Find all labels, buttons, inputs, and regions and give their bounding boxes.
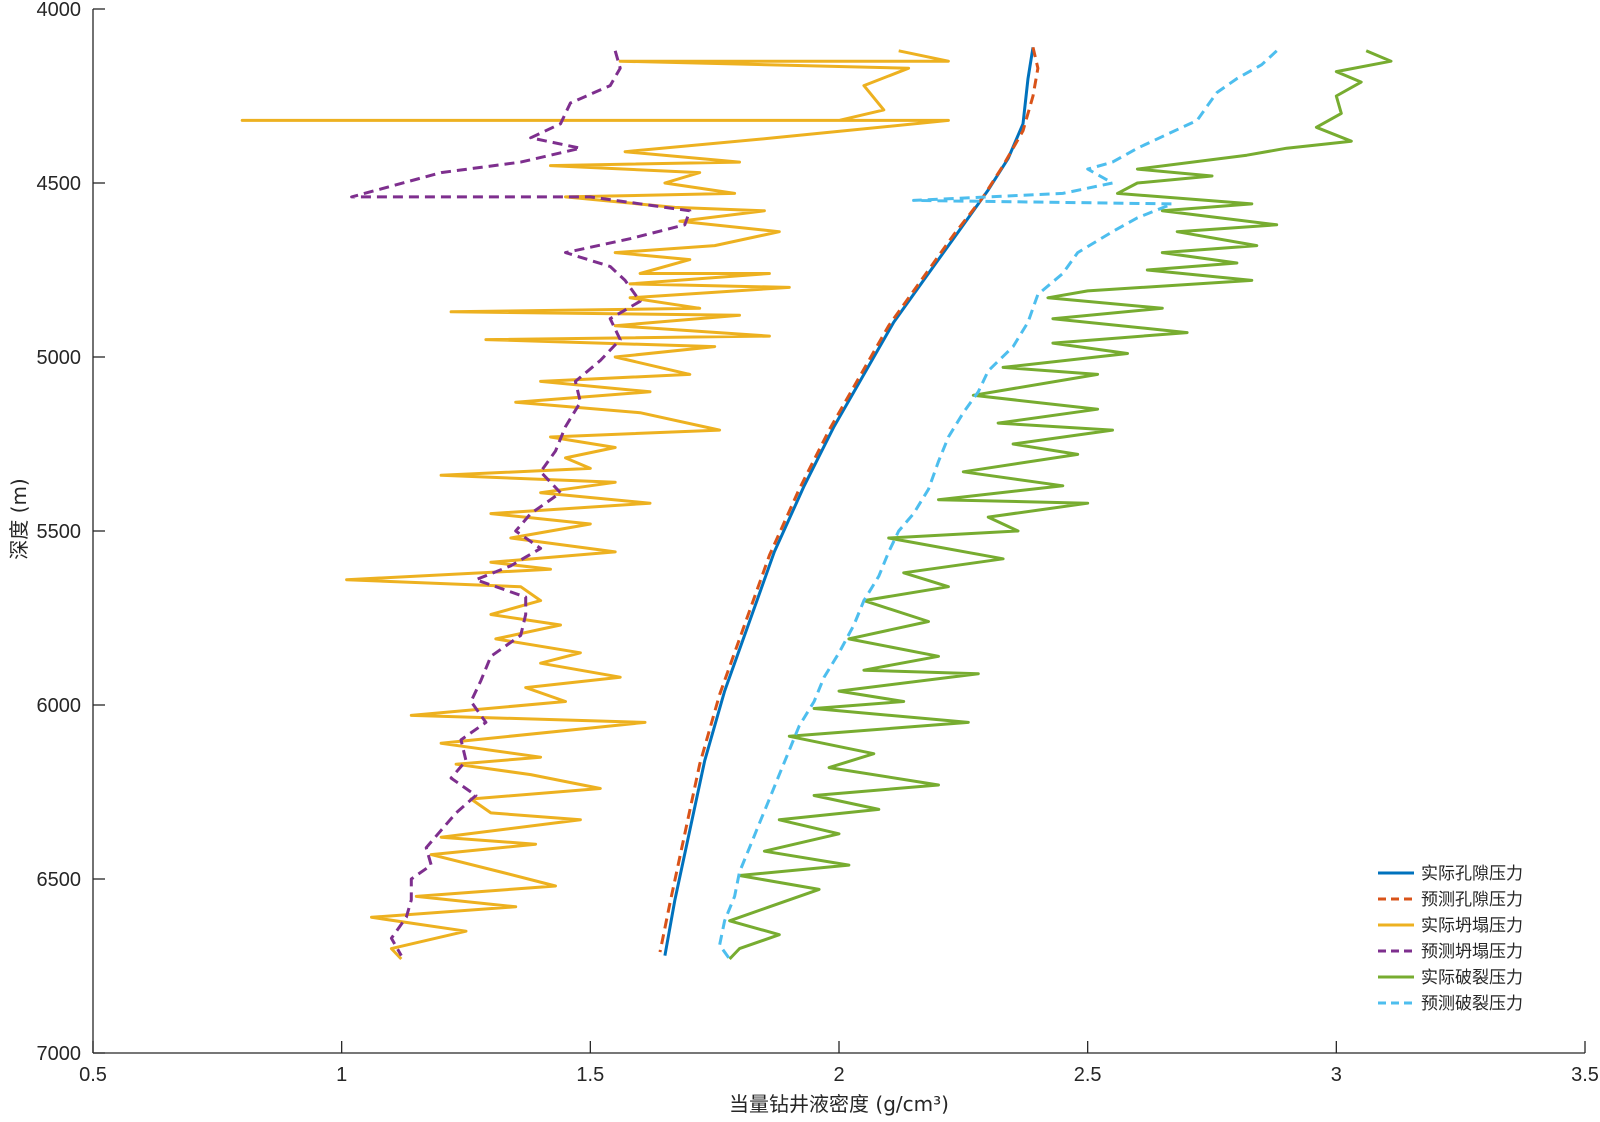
x-tick-label: 3.5 <box>1571 1064 1599 1086</box>
x-axis-label: 当量钻井液密度 (g/cm³) <box>729 1092 949 1116</box>
x-tick-label: 0.5 <box>79 1064 107 1086</box>
x-tick-label: 3 <box>1331 1064 1342 1086</box>
x-tick-label: 2 <box>833 1064 844 1086</box>
series-line-1 <box>663 47 1035 956</box>
x-tick-label: 2.5 <box>1074 1064 1102 1086</box>
series-line-2 <box>658 46 1040 953</box>
series-line-6 <box>718 49 1278 960</box>
x-tick-label: 1.5 <box>576 1064 604 1086</box>
ticks: 0.5 1 1.5 2 2.5 3 3.5 4000 4500 5000 5500 6000 6500 7… <box>37 0 1599 1086</box>
y-tick-label: 5500 <box>37 521 82 543</box>
series-line-4 <box>350 50 692 957</box>
series-line-5 <box>728 49 1393 961</box>
legend-item-label: 预测破裂压力 <box>1421 994 1523 1014</box>
legend-item-label: 实际破裂压力 <box>1421 968 1523 988</box>
y-tick-label: 6000 <box>37 695 82 717</box>
legend-item-label: 预测孔隙压力 <box>1421 890 1523 910</box>
y-tick-label: 4000 <box>37 0 82 21</box>
legend-item-label: 实际坍塌压力 <box>1421 916 1523 936</box>
series-line-3 <box>240 49 950 961</box>
legend-item-label: 预测坍塌压力 <box>1421 942 1523 962</box>
x-tick-label: 1 <box>336 1064 347 1086</box>
legend-item-label: 实际孔隙压力 <box>1421 864 1523 884</box>
y-tick-label: 6500 <box>37 869 82 891</box>
axes <box>92 9 1585 1054</box>
y-tick-label: 4500 <box>37 173 82 195</box>
y-axis-label: 深度 (m) <box>7 478 31 559</box>
y-tick-label: 7000 <box>37 1043 82 1065</box>
y-tick-label: 5000 <box>37 347 82 369</box>
plot-lines <box>240 46 1393 961</box>
